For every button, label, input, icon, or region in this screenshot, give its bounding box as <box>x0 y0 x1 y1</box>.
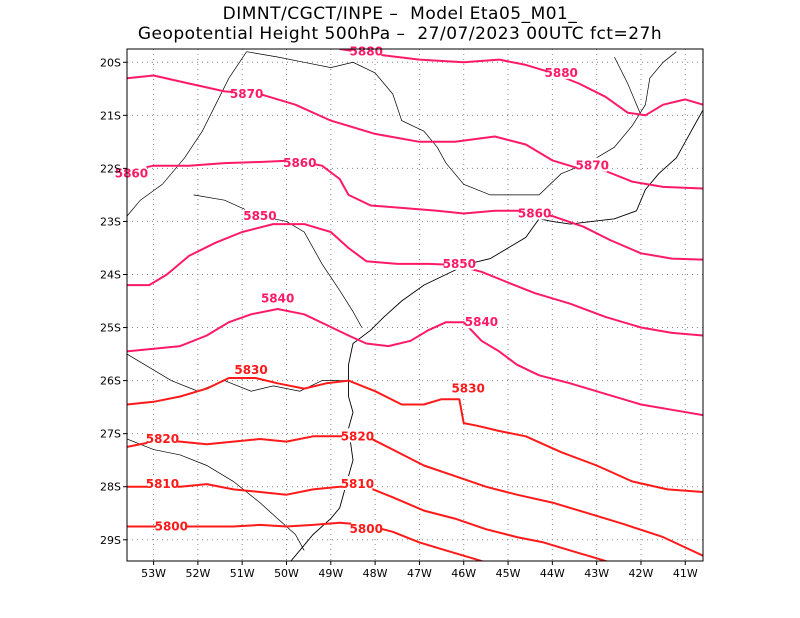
y-tick-label: 24S <box>100 268 121 281</box>
coastline <box>290 141 686 561</box>
x-tick-label: 52W <box>185 567 210 580</box>
plot-frame <box>126 48 704 562</box>
contour-label-bg <box>453 380 484 395</box>
contour-line-5850 <box>127 223 703 337</box>
contour-label-bg <box>351 43 382 58</box>
y-tick-label: 21S <box>100 109 121 122</box>
state-border <box>193 194 363 328</box>
y-tick-label: 20S <box>100 56 121 69</box>
coastline-layer <box>127 51 703 561</box>
contour-label-5840: 5840 <box>465 315 498 329</box>
contour-label-5880: 5880 <box>545 66 578 80</box>
x-tick-label: 45W <box>496 567 521 580</box>
y-tick-label: 22S <box>100 162 121 175</box>
contour-label-5850: 5850 <box>243 209 276 223</box>
contour-label-5870: 5870 <box>230 87 263 101</box>
y-tick-label: 28S <box>100 481 121 494</box>
contour-line-5800 <box>127 521 485 561</box>
contour-label-5860: 5860 <box>518 206 551 220</box>
contour-label-5850: 5850 <box>443 257 476 271</box>
state-border <box>246 51 677 196</box>
contour-label-bg <box>147 430 178 445</box>
contour-label-bg <box>244 208 275 223</box>
contour-label-layer: 5880 5880 5870 5870 5860 5860 5860 5850 5850 5840… <box>115 43 609 536</box>
state-border <box>127 353 349 392</box>
axis-ticks: 53W 52W 51W 50W 49W 48W 47W 46W 45W 44W 43W 42W 41W 2… <box>100 56 698 580</box>
x-tick-label: 41W <box>673 567 698 580</box>
x-tick-label: 49W <box>318 567 343 580</box>
state-border <box>614 56 642 116</box>
contour-label-5820: 5820 <box>341 429 374 443</box>
contour-label-bg <box>577 157 608 172</box>
contour-label-bg <box>236 361 267 376</box>
x-tick-label: 51W <box>230 567 255 580</box>
contour-label-bg <box>147 476 178 491</box>
contour-layer <box>127 49 703 561</box>
contour-label-5820: 5820 <box>146 432 179 446</box>
chart-title-line2: Geopotential Height 500hPa – 27/07/2023 … <box>137 24 663 44</box>
contour-label-5800: 5800 <box>350 522 383 536</box>
y-tick-label: 25S <box>100 322 121 335</box>
contour-line-5840 <box>127 308 703 417</box>
contour-line-5860 <box>127 159 703 261</box>
contour-label-bg <box>156 518 187 533</box>
x-tick-label: 46W <box>451 567 476 580</box>
contour-label-5880: 5880 <box>350 45 383 59</box>
y-tick-label: 26S <box>100 375 121 388</box>
contour-label-bg <box>466 314 497 329</box>
contour-label-bg <box>444 255 475 270</box>
coastline <box>684 109 703 143</box>
contour-line-5880 <box>339 49 703 117</box>
contour-label-5860: 5860 <box>283 156 316 170</box>
y-tick-label: 27S <box>100 428 121 441</box>
state-border <box>127 438 305 551</box>
x-tick-label: 43W <box>584 567 609 580</box>
contour-label-5830: 5830 <box>234 363 267 377</box>
contour-label-5810: 5810 <box>341 477 374 491</box>
state-border <box>127 51 247 217</box>
contour-label-5860: 5860 <box>115 167 148 181</box>
contour-label-bg <box>342 428 373 443</box>
contour-label-bg <box>342 476 373 491</box>
contour-label-bg <box>262 290 293 305</box>
x-tick-label: 47W <box>407 567 432 580</box>
contour-label-bg <box>116 165 147 180</box>
y-tick-label: 29S <box>100 534 121 547</box>
y-tick-label: 23S <box>100 215 121 228</box>
x-tick-label: 42W <box>629 567 654 580</box>
contour-label-bg <box>546 64 577 79</box>
contour-label-bg <box>284 155 315 170</box>
x-tick-label: 50W <box>274 567 299 580</box>
contour-label-5870: 5870 <box>576 159 609 173</box>
contour-label-5810: 5810 <box>146 477 179 491</box>
contour-line-5830 <box>127 377 703 493</box>
contour-line-5870 <box>127 74 703 190</box>
contour-label-bg <box>351 521 382 536</box>
contour-line-5820 <box>127 435 703 557</box>
contour-label-5830: 5830 <box>451 382 484 396</box>
x-tick-label: 48W <box>363 567 388 580</box>
contour-label-5840: 5840 <box>261 291 294 305</box>
contour-label-bg <box>231 86 262 101</box>
contour-label-5800: 5800 <box>155 520 188 534</box>
x-tick-label: 44W <box>540 567 565 580</box>
x-tick-label: 53W <box>141 567 166 580</box>
chart-title-line1: DIMNT/CGCT/INPE – Model Eta05_M01_ <box>222 4 578 24</box>
contour-label-bg <box>519 205 550 220</box>
grid <box>127 49 703 561</box>
